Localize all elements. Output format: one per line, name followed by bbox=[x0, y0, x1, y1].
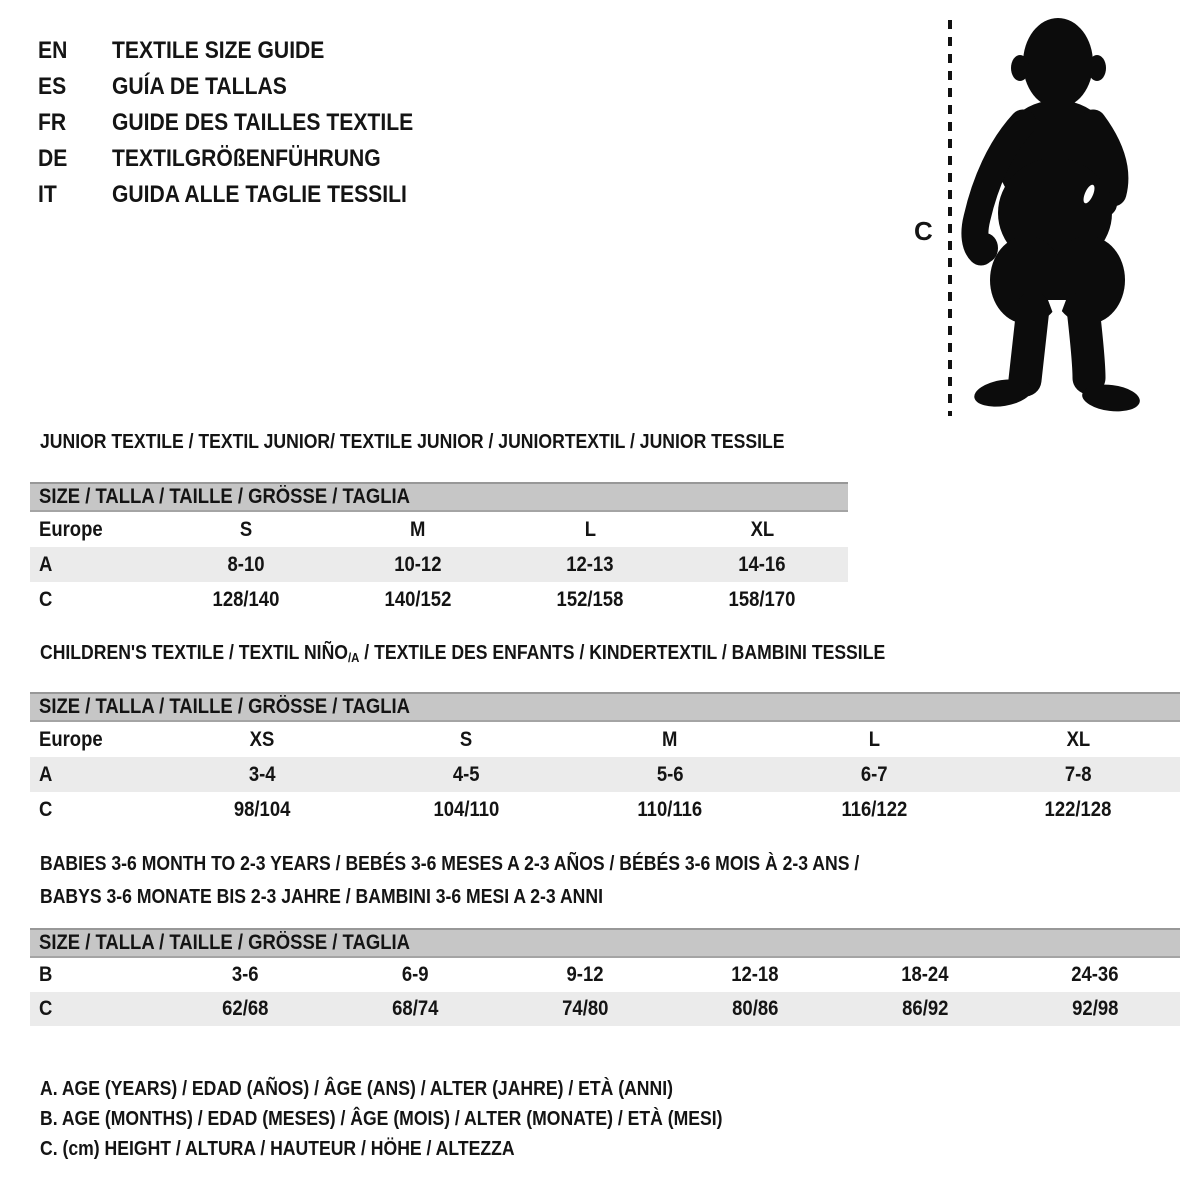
junior-size-header-bar: SIZE / TALLA / TAILLE / GRÖSSE / TAGLIA bbox=[30, 482, 848, 512]
size-value: S bbox=[239, 517, 253, 541]
row-label: C bbox=[39, 797, 53, 821]
height-value: 110/116 bbox=[637, 797, 703, 821]
language-code: FR bbox=[38, 109, 67, 136]
size-value: L bbox=[868, 727, 880, 751]
age-value: 4-5 bbox=[452, 762, 480, 786]
babies-size-table: SIZE / TALLA / TAILLE / GRÖSSE / TAGLIA … bbox=[30, 928, 1180, 1026]
row-label: C bbox=[39, 587, 53, 611]
language-guide-title: TEXTILGRÖßENFÜHRUNG bbox=[112, 145, 381, 172]
size-value: S bbox=[459, 727, 473, 751]
toddler-silhouette-shape bbox=[961, 18, 1140, 412]
months-value: 12-18 bbox=[731, 963, 779, 986]
months-value: 24-36 bbox=[1071, 963, 1119, 986]
age-value: 6-7 bbox=[860, 762, 888, 786]
measurement-legend: A. AGE (YEARS) / EDAD (AÑOS) / ÂGE (ANS)… bbox=[40, 1074, 816, 1164]
legend-line-a: A. AGE (YEARS) / EDAD (AÑOS) / ÂGE (ANS)… bbox=[40, 1078, 673, 1100]
language-row-it: IT GUIDA ALLE TAGLIE TESSILI bbox=[38, 177, 454, 213]
height-value: 74/80 bbox=[561, 997, 609, 1020]
language-row-es: ES GUÍA DE TALLAS bbox=[38, 69, 454, 105]
legend-line-b: B. AGE (MONTHS) / EDAD (MESES) / ÂGE (MO… bbox=[40, 1108, 723, 1130]
junior-height-row: C 128/140 140/152 152/158 158/170 bbox=[30, 582, 848, 617]
children-size-header-bar: SIZE / TALLA / TAILLE / GRÖSSE / TAGLIA bbox=[30, 692, 1180, 722]
language-code: DE bbox=[38, 145, 68, 172]
language-code: EN bbox=[38, 37, 68, 64]
junior-size-table: SIZE / TALLA / TAILLE / GRÖSSE / TAGLIA … bbox=[30, 482, 848, 617]
size-value: M bbox=[410, 517, 426, 541]
height-value: 104/110 bbox=[433, 797, 499, 821]
size-value: L bbox=[584, 517, 596, 541]
row-label: B bbox=[39, 963, 53, 986]
legend-line-c: C. (cm) HEIGHT / ALTURA / HAUTEUR / HÖHE… bbox=[40, 1138, 515, 1160]
height-value: 122/128 bbox=[1044, 797, 1112, 821]
language-code: IT bbox=[38, 181, 57, 208]
row-label: A bbox=[39, 762, 53, 786]
language-title-list: EN TEXTILE SIZE GUIDE ES GUÍA DE TALLAS … bbox=[38, 33, 454, 213]
size-value: XL bbox=[750, 517, 774, 541]
height-value: 80/86 bbox=[731, 997, 779, 1020]
months-value: 6-9 bbox=[401, 963, 429, 986]
babies-section-title: BABIES 3-6 MONTH TO 2-3 YEARS / BEBÉS 3-… bbox=[40, 853, 860, 908]
children-age-row: A 3-4 4-5 5-6 6-7 7-8 bbox=[30, 757, 1180, 792]
height-value: 62/68 bbox=[221, 997, 269, 1020]
height-value: 68/74 bbox=[391, 997, 439, 1020]
children-section-title: CHILDREN'S TEXTILE / TEXTIL NIÑO/A / TEX… bbox=[40, 642, 886, 665]
junior-age-row: A 8-10 10-12 12-13 14-16 bbox=[30, 547, 848, 582]
height-value: 86/92 bbox=[901, 997, 949, 1020]
junior-europe-row: Europe S M L XL bbox=[30, 512, 848, 547]
language-row-fr: FR GUIDE DES TAILLES TEXTILE bbox=[38, 105, 454, 141]
language-guide-title: GUÍA DE TALLAS bbox=[112, 73, 287, 100]
language-guide-title: GUIDE DES TAILLES TEXTILE bbox=[112, 109, 414, 136]
language-guide-title: TEXTILE SIZE GUIDE bbox=[112, 37, 325, 64]
size-value: XL bbox=[1066, 727, 1090, 751]
age-value: 12-13 bbox=[566, 552, 614, 576]
language-guide-title: GUIDA ALLE TAGLIE TESSILI bbox=[112, 181, 407, 208]
row-label: Europe bbox=[39, 727, 103, 751]
language-row-de: DE TEXTILGRÖßENFÜHRUNG bbox=[38, 141, 454, 177]
toddler-silhouette-icon bbox=[948, 18, 1140, 416]
size-value: XS bbox=[249, 727, 275, 751]
height-value: 116/122 bbox=[841, 797, 907, 821]
height-value: 140/152 bbox=[384, 587, 452, 611]
children-europe-row: Europe XS S M L XL bbox=[30, 722, 1180, 757]
children-height-row: C 98/104 104/110 110/116 116/122 122/128 bbox=[30, 792, 1180, 827]
height-value: 128/140 bbox=[212, 587, 280, 611]
months-value: 9-12 bbox=[566, 963, 604, 986]
babies-months-row: B 3-6 6-9 9-12 12-18 18-24 24-36 bbox=[30, 958, 1180, 992]
row-label: C bbox=[39, 997, 53, 1020]
title-subscript: /A bbox=[347, 650, 360, 665]
junior-section-title: JUNIOR TEXTILE / TEXTIL JUNIOR/ TEXTILE … bbox=[40, 431, 785, 453]
age-value: 5-6 bbox=[656, 762, 684, 786]
height-measure-label: C bbox=[914, 216, 933, 246]
row-label: Europe bbox=[39, 517, 103, 541]
months-value: 3-6 bbox=[231, 963, 259, 986]
age-value: 10-12 bbox=[394, 552, 442, 576]
language-row-en: EN TEXTILE SIZE GUIDE bbox=[38, 33, 454, 69]
height-value: 152/158 bbox=[556, 587, 624, 611]
height-value: 92/98 bbox=[1071, 997, 1119, 1020]
age-value: 8-10 bbox=[227, 552, 265, 576]
row-label: A bbox=[39, 552, 53, 576]
height-value: 158/170 bbox=[728, 587, 796, 611]
months-value: 18-24 bbox=[901, 963, 949, 986]
children-size-table: SIZE / TALLA / TAILLE / GRÖSSE / TAGLIA … bbox=[30, 692, 1180, 827]
babies-size-header-bar: SIZE / TALLA / TAILLE / GRÖSSE / TAGLIA bbox=[30, 928, 1180, 958]
language-code: ES bbox=[38, 73, 67, 100]
age-value: 14-16 bbox=[738, 552, 786, 576]
age-value: 7-8 bbox=[1064, 762, 1092, 786]
size-value: M bbox=[662, 727, 678, 751]
height-value: 98/104 bbox=[233, 797, 291, 821]
babies-height-row: C 62/68 68/74 74/80 80/86 86/92 92/98 bbox=[30, 992, 1180, 1026]
age-value: 3-4 bbox=[248, 762, 276, 786]
